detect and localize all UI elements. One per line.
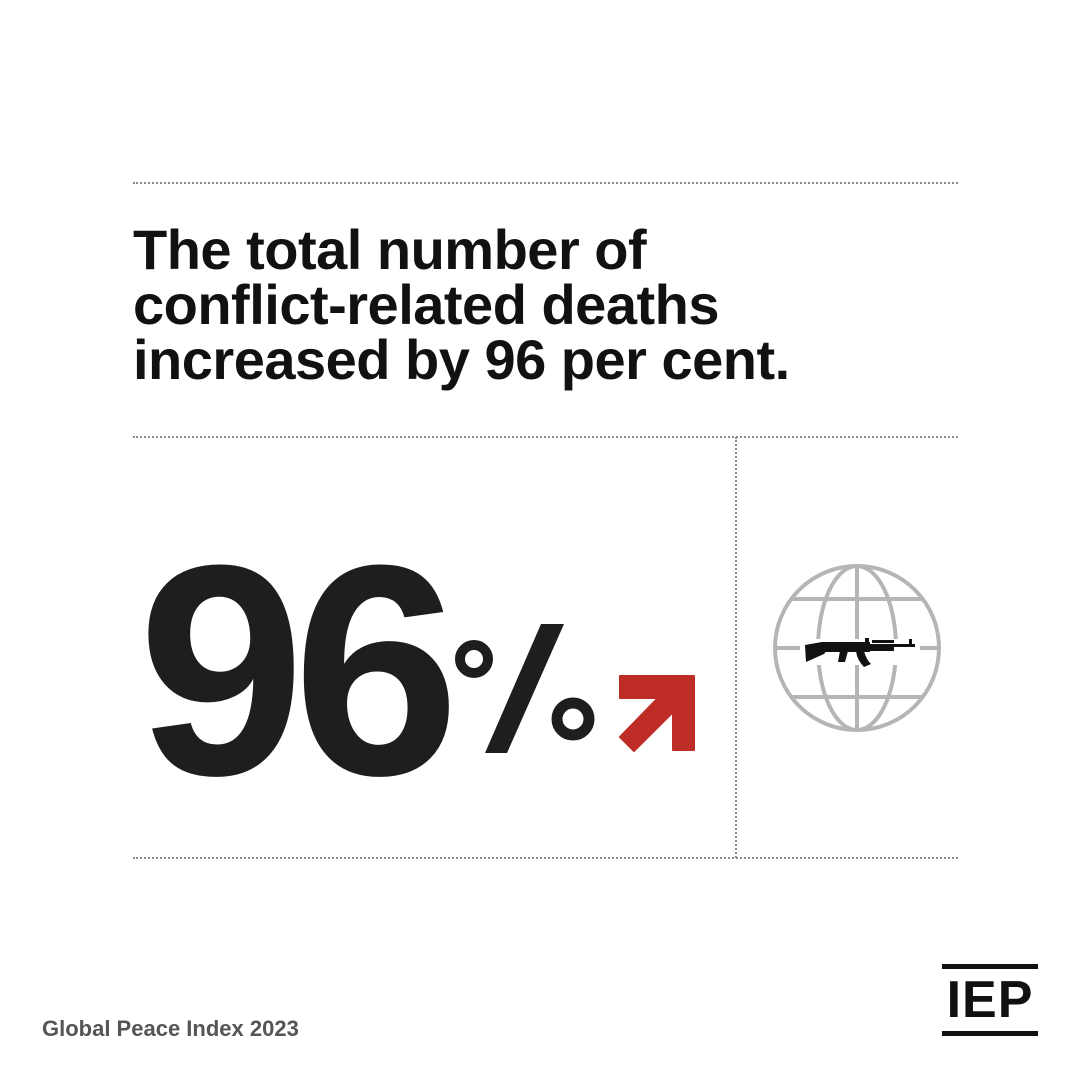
iep-logo: IEP — [942, 964, 1038, 1036]
logo-text: IEP — [946, 971, 1034, 1029]
bottom-divider — [133, 857, 958, 859]
globe-with-rifle-icon — [773, 564, 941, 732]
headline-line-1: The total number of — [133, 218, 647, 281]
percent-sign-icon — [455, 624, 595, 753]
vertical-divider — [735, 437, 737, 858]
middle-divider — [133, 436, 958, 438]
headline: The total number of conflict-related dea… — [133, 218, 933, 391]
top-divider — [133, 182, 958, 184]
arrow-up-right-icon — [619, 675, 695, 752]
logo-bottom-bar — [942, 1031, 1038, 1036]
headline-line-3: increased by 96 per cent. — [133, 328, 790, 391]
logo-top-bar — [942, 964, 1038, 969]
source-label: Global Peace Index 2023 — [42, 1016, 299, 1041]
stat-value: 96 — [138, 502, 460, 838]
headline-line-2: conflict-related deaths — [133, 273, 719, 336]
